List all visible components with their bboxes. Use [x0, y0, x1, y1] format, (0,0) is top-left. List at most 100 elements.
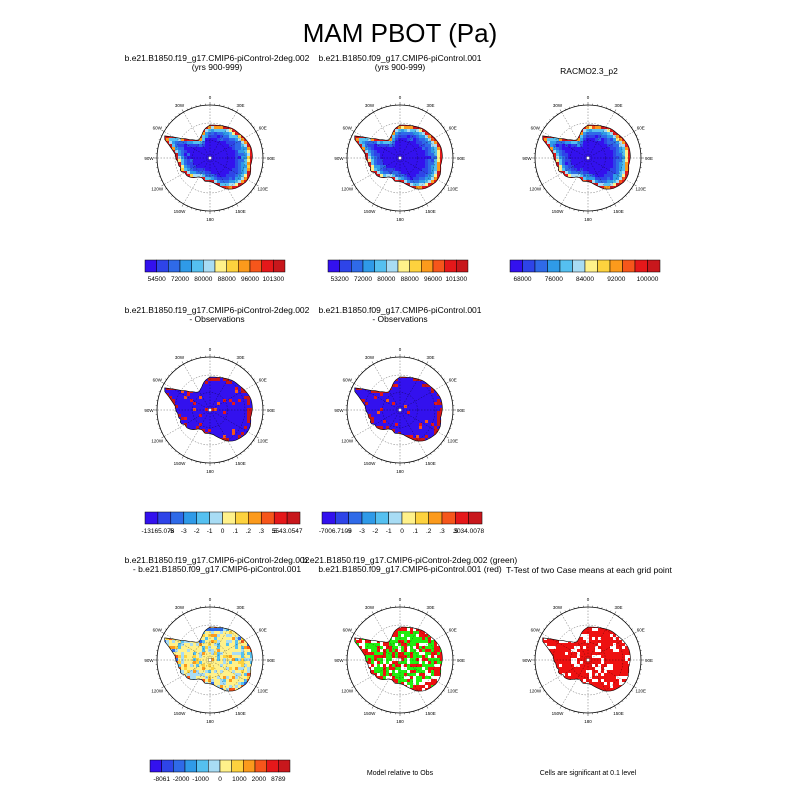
map-cell — [187, 168, 191, 172]
map-cell — [398, 676, 402, 680]
map-cell — [220, 378, 224, 382]
map-cell — [604, 634, 608, 638]
map-cell — [589, 174, 593, 178]
map-cell — [220, 381, 224, 385]
map-cell — [199, 168, 203, 172]
map-cell — [208, 399, 212, 403]
map-cell — [232, 441, 236, 442]
map-cell — [193, 402, 197, 406]
map-cell — [226, 423, 230, 427]
map-cell — [401, 138, 405, 142]
map-cell — [568, 171, 572, 175]
map-cell — [598, 138, 602, 142]
border-tick — [259, 427, 262, 429]
border-tick — [191, 358, 193, 361]
longitude-label: 120W — [529, 689, 542, 694]
map-cell — [380, 165, 384, 169]
map-cell — [404, 377, 408, 379]
border-tick — [232, 707, 234, 710]
map-cell — [416, 673, 420, 677]
map-cell — [577, 138, 581, 142]
map-cell — [586, 129, 590, 133]
map-cell — [220, 387, 224, 391]
map-cell — [419, 168, 423, 172]
map-cell — [377, 174, 381, 178]
map-cell — [214, 640, 218, 644]
pole-marker — [208, 658, 212, 662]
map-cell — [187, 652, 191, 656]
map-cell — [223, 640, 227, 644]
map-cell — [416, 670, 420, 674]
map-cell — [199, 664, 203, 668]
map-cell — [556, 153, 560, 157]
map-cell — [431, 682, 435, 686]
map-cell — [622, 183, 626, 187]
map-cell — [202, 652, 206, 656]
map-cell — [398, 381, 402, 385]
map-cell — [383, 402, 387, 406]
map-cell — [244, 682, 248, 686]
map-cell — [229, 423, 233, 427]
map-cell — [598, 153, 602, 157]
map-cell — [202, 144, 206, 148]
map-cell — [416, 679, 420, 683]
map-cell — [416, 378, 420, 382]
border-tick — [160, 636, 163, 638]
map-cell — [404, 126, 408, 130]
map-cell — [223, 405, 227, 409]
border-tick — [171, 119, 173, 121]
border-tick — [358, 191, 360, 194]
map-cell — [398, 165, 402, 169]
map-cell — [211, 171, 215, 175]
colorbar-box — [534, 259, 548, 273]
map-cell — [610, 640, 614, 644]
map-cell — [589, 649, 593, 653]
map-cell — [616, 150, 620, 154]
map-cell — [223, 189, 227, 190]
map-cell — [187, 649, 191, 653]
map-cell — [193, 652, 197, 656]
map-cell — [407, 664, 411, 668]
map-cell — [166, 393, 170, 397]
map-cell — [241, 180, 245, 184]
map-cell — [407, 150, 411, 154]
map-cell — [398, 426, 402, 430]
map-cell — [383, 676, 387, 680]
map-cell — [226, 393, 230, 397]
map-cell — [410, 177, 414, 181]
colorbar-box — [226, 259, 239, 273]
map-cell — [580, 682, 584, 686]
border-tick — [437, 119, 439, 121]
longitude-label: 60W — [153, 628, 163, 633]
map-cell — [181, 643, 185, 647]
map-cell — [190, 652, 194, 656]
map-cell — [164, 138, 167, 142]
map-cell — [362, 393, 366, 397]
map-cell — [371, 393, 375, 397]
map-cell — [374, 664, 378, 668]
map-cell — [223, 381, 227, 385]
map-cell — [175, 144, 179, 148]
map-cell — [368, 171, 372, 175]
map-cell — [196, 676, 200, 680]
map-cell — [589, 162, 593, 166]
map-cell — [425, 183, 429, 187]
map-cell — [223, 637, 227, 641]
map-cell — [574, 150, 578, 154]
map-cell — [577, 153, 581, 157]
map-cell — [392, 429, 396, 433]
map-cell — [586, 132, 590, 136]
map-cell — [586, 126, 590, 130]
map-cell — [389, 159, 393, 163]
map-cell — [610, 643, 614, 647]
map-cell — [238, 682, 242, 686]
border-tick — [376, 205, 378, 208]
map-cell — [440, 405, 443, 409]
map-cell — [211, 682, 215, 686]
map-cell — [386, 646, 390, 650]
longitude-label: 150W — [364, 461, 377, 466]
latitude-circle — [364, 374, 436, 446]
map-cell — [440, 411, 443, 415]
map-cell — [404, 429, 408, 433]
border-tick — [255, 436, 259, 439]
